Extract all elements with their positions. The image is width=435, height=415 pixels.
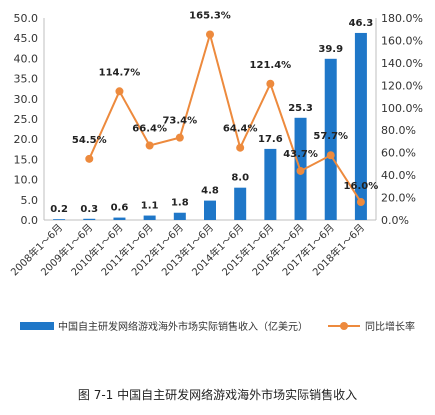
y-left-tick-label: 5.0 (21, 194, 39, 207)
bar (204, 200, 216, 220)
y-axis-right: 0.0% 20.0% 40.0% 60.0% 80.0% 100.0% 120.0% 140.… (381, 12, 423, 227)
x-tick-label: 2013年1～6月 (159, 221, 216, 278)
y-left-tick-label: 35.0 (14, 73, 39, 86)
bar (264, 148, 277, 220)
bar-data-label: 0.2 (50, 204, 68, 215)
y-right-tick-label: 100.0% (381, 102, 423, 115)
line-series (85, 30, 365, 207)
x-tick-label: 2012年1～6月 (129, 221, 186, 278)
line-point (326, 151, 335, 160)
line-data-label: 121.4% (250, 60, 292, 71)
y-right-tick-label: 0.0% (381, 214, 409, 227)
line-point (175, 133, 184, 142)
line-data-label: 16.0% (344, 181, 379, 192)
bar (113, 217, 126, 220)
line-data-label: 66.4% (132, 123, 167, 134)
x-tick-label: 2010年1～6月 (68, 221, 125, 278)
bar (324, 58, 337, 220)
line-data-label: 57.7% (313, 131, 348, 142)
legend-bar-swatch (20, 322, 54, 330)
bar-data-label: 0.6 (111, 203, 129, 214)
x-tick-label: 2017年1～6月 (279, 221, 336, 278)
bar-data-label: 1.8 (171, 198, 189, 209)
combo-chart: 0.0 5.0 10.0 15.0 20.0 25.0 30.0 35.0 40.0 45.0 50… (8, 10, 423, 333)
bar-data-label: 46.3 (349, 18, 374, 29)
y-right-tick-label: 20.0% (381, 192, 416, 205)
y-left-tick-label: 10.0 (14, 174, 39, 187)
x-tick-label: 2018年1～6月 (310, 221, 367, 278)
y-right-tick-label: 40.0% (381, 169, 416, 182)
bar (143, 215, 156, 220)
bar (53, 219, 66, 220)
bar (173, 212, 186, 220)
line-point (356, 198, 365, 207)
bar (234, 187, 247, 220)
y-left-tick-label: 45.0 (14, 32, 39, 45)
legend-bar-label: 中国自主研发网络游戏海外市场实际销售收入（亿美元） (58, 320, 308, 333)
x-axis: 2008年1～6月2009年1～6月2010年1～6月2011年1～6月2012… (8, 221, 367, 278)
y-right-tick-label: 160.0% (381, 34, 423, 47)
bar-data-label: 8.0 (231, 173, 249, 184)
line-point (206, 30, 214, 39)
figure-caption: 图 7-1 中国自主研发网络游戏海外市场实际销售收入 (77, 388, 358, 402)
x-tick-label: 2008年1～6月 (8, 221, 65, 278)
y-left-tick-label: 0.0 (21, 214, 39, 227)
y-axis-left: 0.0 5.0 10.0 15.0 20.0 25.0 30.0 35.0 40.0 45.0 50… (14, 12, 39, 227)
line-data-labels: 54.5% 114.7% 66.4%73.4% 165.3% 64.4% 121.4% 43… (72, 10, 378, 192)
bar-data-label: 17.6 (258, 134, 283, 145)
bar-data-label: 0.3 (80, 204, 98, 215)
y-left-tick-label: 30.0 (14, 93, 39, 106)
line-point (85, 154, 94, 163)
x-tick-label: 2016年1～6月 (249, 221, 306, 278)
x-tick-label: 2015年1～6月 (219, 221, 276, 278)
y-left-tick-label: 15.0 (14, 153, 39, 166)
y-right-tick-label: 60.0% (381, 147, 416, 160)
y-left-tick-label: 40.0 (14, 52, 39, 65)
y-right-tick-label: 140.0% (381, 57, 423, 70)
line-data-label: 114.7% (99, 67, 141, 78)
bar-data-label: 1.1 (141, 201, 159, 212)
legend: 中国自主研发网络游戏海外市场实际销售收入（亿美元） 同比增长率 (20, 320, 415, 333)
bar-data-label: 4.8 (201, 186, 219, 197)
legend-line-marker (340, 322, 348, 330)
line-path (88, 30, 362, 203)
bar (354, 32, 367, 221)
x-tick-label: 2014年1～6月 (189, 221, 246, 278)
x-tick-label: 2009年1～6月 (38, 221, 95, 278)
line-data-label: 73.4% (162, 116, 197, 127)
line-point (266, 79, 275, 88)
x-tick-label: 2011年1～6月 (98, 221, 155, 278)
line-point (296, 166, 305, 175)
bar-data-label: 25.3 (288, 103, 313, 114)
y-left-tick-label: 50.0 (14, 12, 39, 25)
line-data-label: 165.3% (189, 10, 231, 21)
line-point (236, 143, 245, 152)
y-right-tick-label: 80.0% (381, 124, 416, 137)
bar-data-label: 39.9 (318, 44, 343, 55)
bar-data-labels: 0.2 0.3 0.6 1.1 1.8 4.8 8.0 17.6 25.3 39.9 46.3 (50, 18, 373, 215)
line-point (115, 87, 124, 96)
line-data-label: 43.7% (283, 149, 318, 160)
line-data-label: 54.5% (72, 135, 107, 146)
y-left-tick-label: 25.0 (14, 113, 39, 126)
y-right-tick-label: 120.0% (381, 79, 423, 92)
y-left-tick-label: 20.0 (14, 133, 39, 146)
line-point (145, 141, 154, 150)
bar (83, 218, 96, 220)
legend-line-label: 同比增长率 (365, 320, 415, 333)
line-data-label: 64.4% (223, 124, 258, 135)
y-right-tick-label: 180.0% (381, 12, 423, 25)
